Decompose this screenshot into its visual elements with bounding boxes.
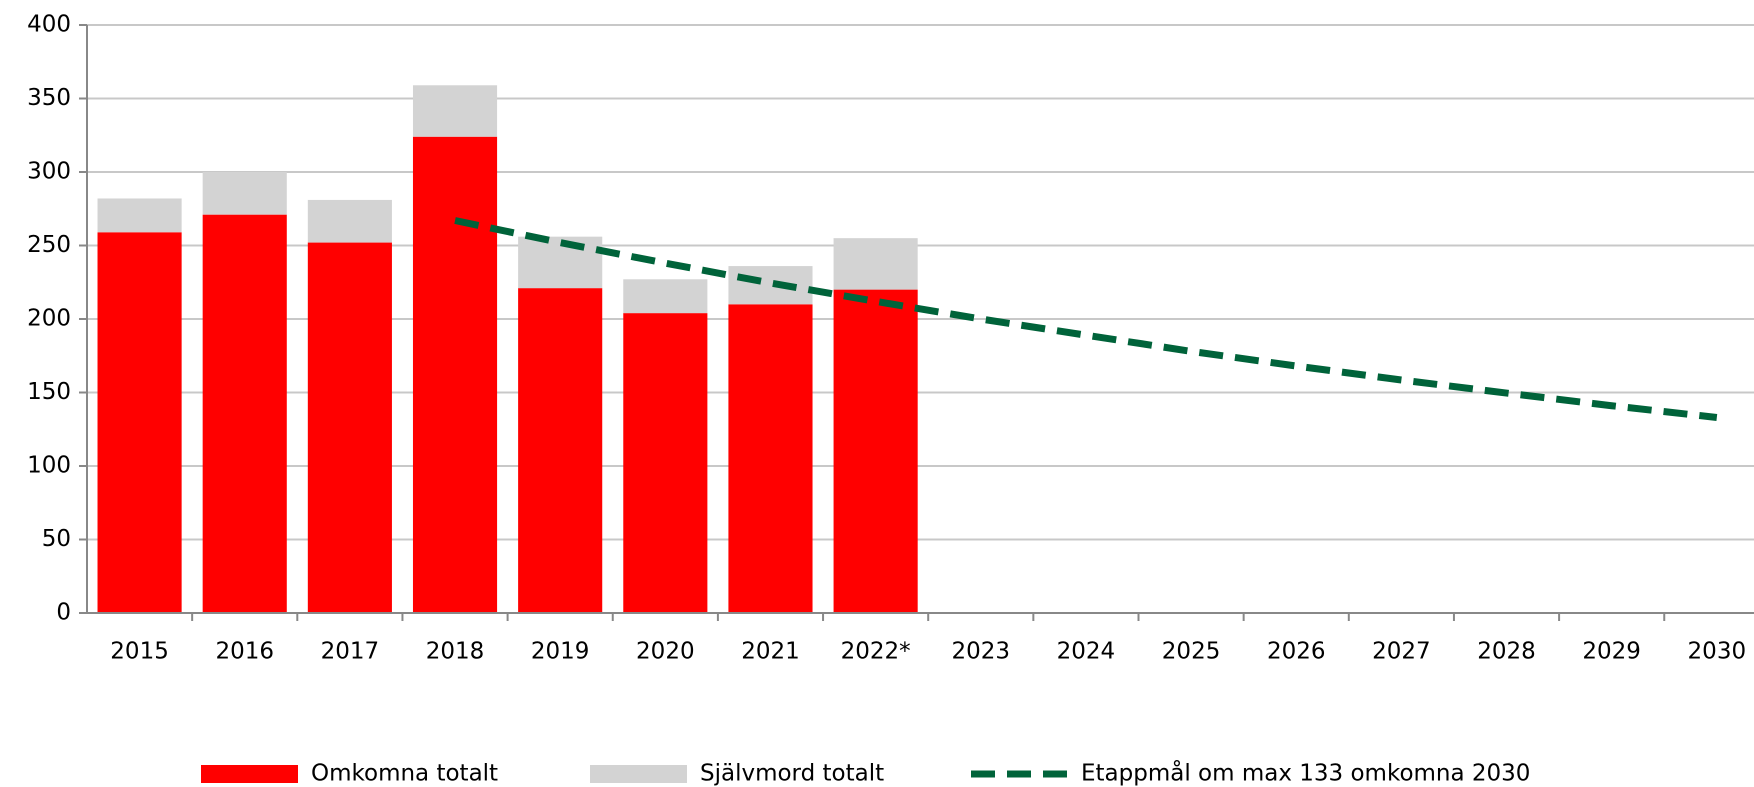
x-tick-label: 2019 [531, 639, 590, 665]
bar [307, 242, 392, 613]
x-tick-label: 2030 [1688, 639, 1747, 665]
bar [728, 304, 813, 613]
y-tick-label: 100 [27, 453, 71, 479]
bar [412, 136, 498, 613]
bar [97, 198, 182, 233]
x-tick-label: 2029 [1582, 639, 1641, 665]
x-tick-label: 2024 [1057, 639, 1116, 665]
y-tick-label: 200 [27, 306, 71, 332]
x-tick-label: 2025 [1162, 639, 1221, 665]
bar [833, 238, 918, 290]
legend-swatch [590, 765, 687, 783]
y-tick-label: 0 [56, 600, 71, 626]
bar [202, 214, 287, 613]
y-tick-label: 250 [27, 232, 71, 258]
x-tick-label: 2021 [741, 639, 800, 665]
y-tick-label: 150 [27, 379, 71, 405]
x-tick-label: 2023 [952, 639, 1011, 665]
x-tick-label: 2028 [1477, 639, 1536, 665]
x-tick-label: 2018 [426, 639, 485, 665]
x-tick-label: 2017 [321, 639, 380, 665]
x-tick-label: 2026 [1267, 639, 1326, 665]
legend-label: Etappmål om max 133 omkomna 2030 [1081, 759, 1530, 787]
bar [833, 289, 918, 613]
x-tick-label: 2020 [636, 639, 695, 665]
bar [623, 279, 708, 314]
legend-label: Självmord totalt [700, 761, 884, 787]
legend-swatch [201, 765, 298, 783]
x-tick-label: 2027 [1372, 639, 1431, 665]
legend-label: Omkomna totalt [311, 761, 498, 787]
y-tick-label: 400 [27, 12, 71, 38]
bar [412, 85, 498, 137]
bar [623, 313, 708, 613]
x-tick-label: 2016 [215, 639, 274, 665]
bar [518, 236, 603, 289]
bar [728, 266, 813, 305]
bar [202, 172, 287, 215]
bar [518, 288, 603, 613]
bar [97, 232, 182, 613]
y-tick-label: 350 [27, 85, 71, 111]
x-tick-label: 2015 [110, 639, 169, 665]
y-tick-label: 300 [27, 159, 71, 185]
x-tick-label: 2022* [841, 639, 911, 665]
bar [307, 199, 392, 243]
y-tick-label: 50 [42, 526, 71, 552]
target-line [454, 217, 1718, 421]
